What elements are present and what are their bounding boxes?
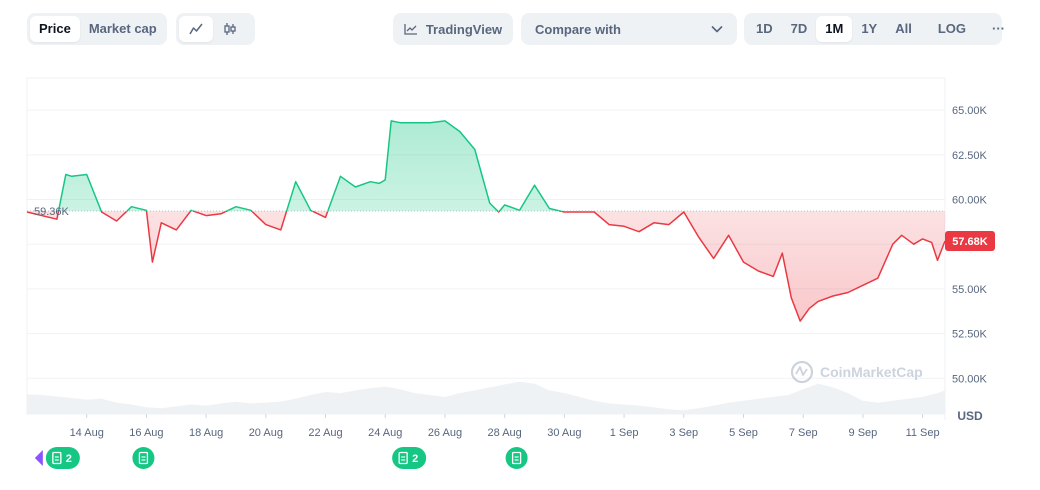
range-all-button[interactable]: All <box>895 21 912 36</box>
document-icon <box>138 451 149 465</box>
x-tick-label: 26 Aug <box>428 427 462 439</box>
event-badge <box>392 447 427 469</box>
volume-fill <box>27 381 945 414</box>
x-tick-label: 1 Sep <box>610 427 639 439</box>
x-tick-label: 5 Sep <box>729 427 758 439</box>
price-line-down <box>26 210 946 322</box>
x-tick-label: 22 Aug <box>308 427 342 439</box>
price-tab[interactable]: Price <box>30 16 80 42</box>
range-1m-button[interactable]: 1M <box>816 16 853 42</box>
document-icon <box>52 451 62 465</box>
tradingview-button[interactable]: TradingView <box>393 13 513 45</box>
y-tick-label: 52.50K <box>952 329 988 341</box>
event-badge <box>45 447 80 469</box>
volume-area <box>27 381 945 414</box>
price-area-up <box>58 120 560 211</box>
document-icon <box>511 451 522 465</box>
line-chart-icon <box>189 23 203 35</box>
range-1y-button[interactable]: 1Y <box>861 21 878 36</box>
event-marker[interactable] <box>505 447 528 469</box>
more-options-button[interactable]: ··· <box>992 21 1006 36</box>
range-7d-button[interactable]: 7D <box>790 21 808 36</box>
x-tick-label: 24 Aug <box>368 427 402 439</box>
y-tick-label: 50.00K <box>952 373 988 385</box>
chart-line-icon <box>404 24 417 35</box>
price-area-down <box>27 210 945 322</box>
market-cap-tab[interactable]: Market cap <box>88 21 157 36</box>
compare-dropdown[interactable]: Compare with <box>521 13 737 45</box>
event-count: 2 <box>66 453 72 465</box>
reference-price-label: 59.36K <box>34 206 70 218</box>
range-selector: 1D 7D 1M 1Y All LOG ··· <box>744 13 1005 45</box>
y-tick-label: 55.00K <box>952 284 988 296</box>
line-chart-button[interactable] <box>179 16 213 42</box>
compare-label: Compare with <box>535 21 621 37</box>
tradingview-label: TradingView <box>425 21 503 37</box>
candlestick-icon <box>224 23 236 35</box>
x-tick-label: 18 Aug <box>189 427 223 439</box>
x-tick-label: 9 Sep <box>849 427 878 439</box>
metric-toggle: Price Market cap <box>27 13 167 45</box>
chart-type-toggle <box>176 13 255 45</box>
coinmarketcap-logo-icon <box>790 360 814 384</box>
chart-toolbar: Price Market cap TradingView Compare wit… <box>0 13 1040 45</box>
x-tick-label: 20 Aug <box>249 427 283 439</box>
document-icon <box>398 451 408 465</box>
x-tick-label: 11 Sep <box>906 427 940 439</box>
x-tick-label: 7 Sep <box>789 427 818 439</box>
y-tick-label: 62.50K <box>952 150 988 162</box>
y-tick-label: 65.00K <box>952 105 988 117</box>
reference-price-text: 59.36K <box>34 206 70 218</box>
candlestick-button[interactable] <box>213 16 247 42</box>
range-1d-button[interactable]: 1D <box>756 21 773 36</box>
event-marker[interactable] <box>132 447 155 469</box>
x-tick-label: 16 Aug <box>129 427 163 439</box>
watermark-text: CoinMarketCap <box>820 364 923 380</box>
event-arrow-icon <box>34 450 43 466</box>
chart-gridlines <box>26 77 946 420</box>
event-marker[interactable]: 2 <box>34 447 80 469</box>
event-badge <box>132 447 155 469</box>
current-price-text: 57.68K <box>952 236 988 248</box>
log-scale-button[interactable]: LOG <box>937 21 967 36</box>
price-chart[interactable]: CoinMarketCap 65.00K62.50K60.00K57.50K55… <box>0 70 1040 485</box>
current-price-badge: 57.68K <box>945 230 995 251</box>
price-chart-svg: CoinMarketCap 65.00K62.50K60.00K57.50K55… <box>26 77 995 469</box>
chevron-down-icon <box>711 25 723 33</box>
x-tick-label: 3 Sep <box>669 427 698 439</box>
currency-label: USD <box>957 409 983 423</box>
event-count: 2 <box>412 453 418 465</box>
x-tick-label: 28 Aug <box>488 427 522 439</box>
y-tick-label: 60.00K <box>952 195 988 207</box>
event-marker[interactable]: 2 <box>392 447 427 469</box>
x-tick-label: 30 Aug <box>547 427 581 439</box>
coinmarketcap-watermark: CoinMarketCap <box>790 360 923 384</box>
x-tick-label: 14 Aug <box>70 427 104 439</box>
event-badge <box>505 447 528 469</box>
